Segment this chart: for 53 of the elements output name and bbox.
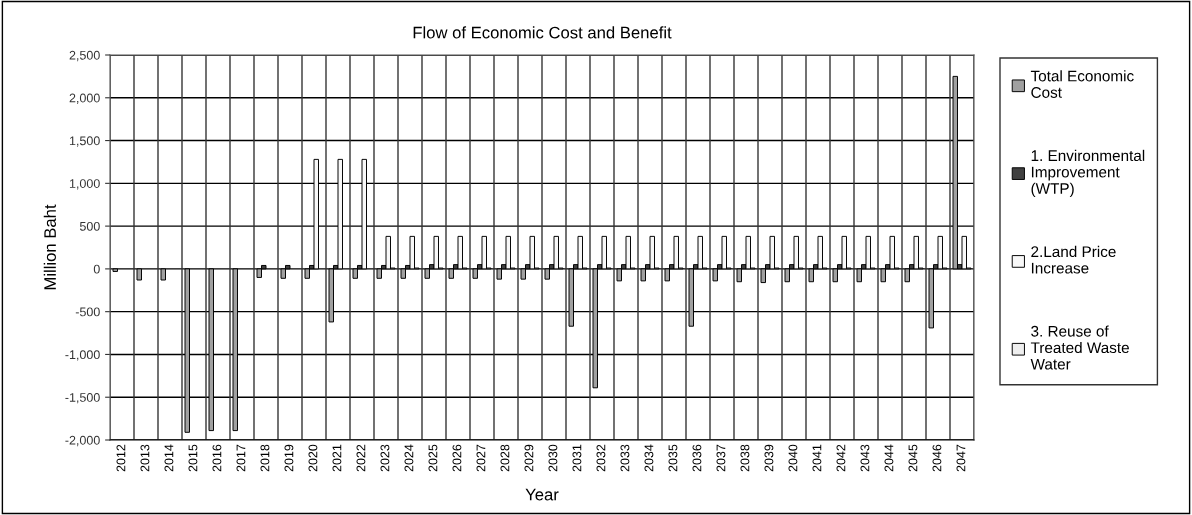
- x-tick-label: 2014: [164, 444, 174, 472]
- y-tick-label: 0: [93, 264, 100, 274]
- x-tick-label: 2012: [116, 444, 126, 472]
- x-tick-label: 2024: [404, 444, 414, 472]
- y-tick-label: -2,000: [65, 435, 100, 447]
- x-tick-label: 2036: [692, 444, 702, 472]
- x-tick-label: 2033: [620, 444, 630, 472]
- y-tick-label: 2,000: [69, 93, 100, 104]
- x-tick-label: 2027: [476, 444, 486, 472]
- y-tick-label: -1,000: [65, 350, 100, 361]
- x-tick-label: 2023: [380, 444, 390, 472]
- x-tick-label: 2021: [332, 444, 342, 472]
- legend-label: 1. Environmental Improvement (WTP): [1031, 149, 1145, 197]
- x-tick-label: 2042: [836, 444, 846, 472]
- chart-title: Flow of Economic Cost and Benefit: [413, 26, 672, 39]
- x-tick-label: 2039: [764, 444, 774, 472]
- legend-label: 2.Land Price Increase: [1031, 245, 1116, 274]
- x-tick-label: 2026: [452, 444, 462, 472]
- y-tick-label: -1,500: [65, 393, 100, 404]
- legend-label: Total Economic Cost: [1030, 70, 1134, 98]
- x-tick-label: 2043: [860, 444, 870, 472]
- x-tick-label: 2031: [572, 444, 582, 472]
- x-tick-label: 2013: [140, 444, 150, 472]
- x-tick-label: 2025: [428, 444, 438, 472]
- x-tick-label: 2016: [212, 444, 222, 472]
- y-tick-label: 1,500: [69, 136, 100, 147]
- y-tick-label: -500: [75, 307, 100, 317]
- x-tick-label: 2018: [260, 444, 270, 472]
- x-tick-label: 2028: [500, 444, 510, 472]
- x-tick-label: 2019: [284, 444, 294, 472]
- x-tick-label: 2032: [596, 444, 606, 472]
- x-tick-label: 2037: [716, 444, 726, 472]
- x-axis-title: Year: [525, 488, 559, 501]
- legend-label: 3. Reuse of Treated Waste Water: [1030, 325, 1129, 370]
- x-tick-label: 2044: [884, 444, 894, 472]
- x-tick-label: 2046: [932, 444, 942, 472]
- y-tick-label: 500: [79, 221, 100, 231]
- x-tick-label: 2034: [644, 444, 654, 472]
- x-tick-label: 2041: [812, 444, 822, 472]
- x-tick-label: 2040: [788, 444, 798, 472]
- x-tick-label: 2030: [548, 444, 558, 472]
- x-tick-label: 2038: [740, 444, 750, 472]
- y-tick-label: 1,000: [69, 179, 100, 190]
- x-tick-label: 2035: [668, 444, 678, 472]
- y-tick-label: 2,500: [69, 50, 100, 62]
- y-axis-title: Million Baht: [43, 204, 56, 290]
- x-tick-label: 2029: [524, 444, 534, 472]
- x-tick-label: 2045: [908, 444, 918, 472]
- x-tick-label: 2047: [956, 444, 966, 472]
- x-tick-label: 2022: [356, 444, 366, 472]
- x-tick-label: 2017: [236, 444, 246, 472]
- x-tick-label: 2015: [188, 444, 198, 472]
- x-tick-label: 2020: [308, 444, 318, 472]
